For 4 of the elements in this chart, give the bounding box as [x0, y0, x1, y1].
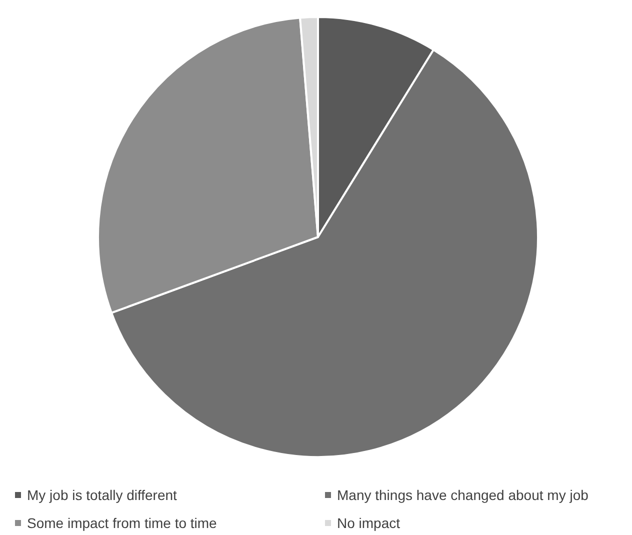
legend-label: Some impact from time to time [27, 515, 218, 531]
legend-label: No impact [337, 515, 400, 531]
legend-label: Many things have changed about my job [337, 487, 589, 503]
legend-label: My job is totally different [27, 487, 178, 503]
